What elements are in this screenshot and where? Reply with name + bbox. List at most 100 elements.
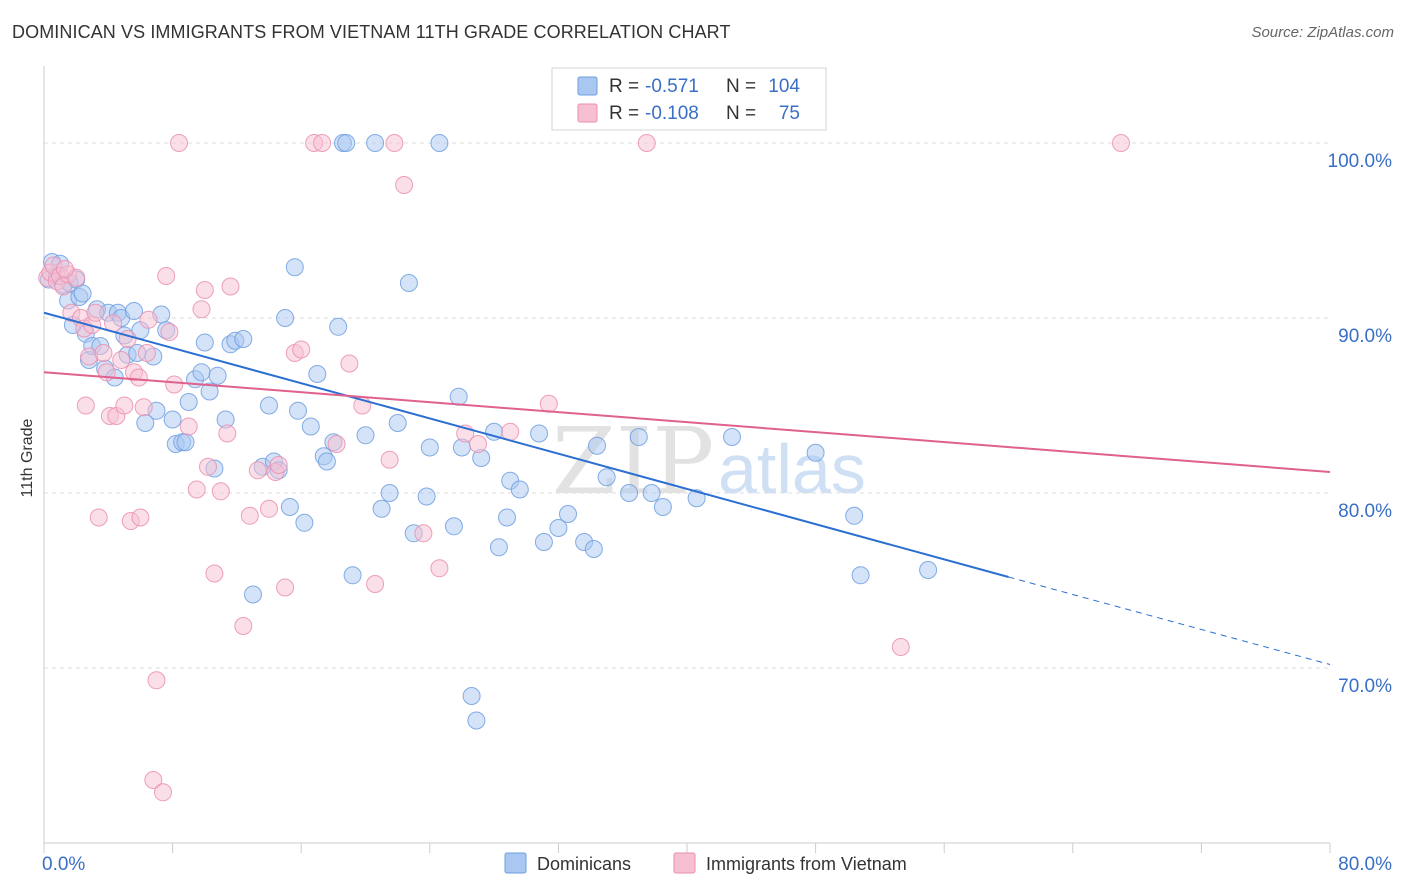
vietnam-point xyxy=(260,499,278,518)
vietnam-point xyxy=(129,368,148,387)
vietnam-point xyxy=(240,506,259,525)
vietnam-point xyxy=(195,281,214,299)
dominican-point xyxy=(449,387,468,406)
dominican-point xyxy=(530,424,549,443)
dominican-point xyxy=(200,382,219,401)
vietnam-point xyxy=(147,671,166,690)
vietnam-point xyxy=(414,524,433,543)
dominican-point xyxy=(317,452,336,471)
vietnam-point xyxy=(380,450,399,469)
dominicans-trend-line xyxy=(43,311,1009,578)
stats-r-label-2: R = xyxy=(609,103,639,124)
vietnam-point xyxy=(154,783,172,802)
vietnam-point xyxy=(187,480,206,499)
dominican-point xyxy=(289,401,307,420)
dominican-point xyxy=(372,499,391,518)
vietnam-point xyxy=(292,340,311,359)
vietnam-point xyxy=(248,461,267,480)
dominican-point xyxy=(192,363,211,382)
vietnam-point xyxy=(134,398,153,417)
vietnam-point xyxy=(115,396,134,415)
dominican-point xyxy=(356,426,375,445)
vietnam-point xyxy=(131,508,150,527)
legend-swatch-vietnam xyxy=(673,852,696,874)
stats-swatch-vietnam xyxy=(577,103,598,123)
vietnam-point xyxy=(221,277,240,296)
dominican-point xyxy=(467,711,486,730)
dominican-point xyxy=(510,480,529,499)
dominican-point xyxy=(176,433,195,452)
dominican-point xyxy=(399,274,418,292)
tick-labels: 100.0% 90.0% 80.0% 70.0% 0.0% 80.0% xyxy=(42,151,1392,875)
vietnam-point xyxy=(211,482,230,501)
stats-n-value-2: 75 xyxy=(779,103,800,124)
vietnam-point xyxy=(539,394,558,413)
vietnam-point xyxy=(165,375,184,394)
stats-legend-box xyxy=(551,67,827,131)
dominican-point xyxy=(444,517,463,536)
dominican-point xyxy=(687,489,706,508)
vietnam-point xyxy=(340,354,359,373)
vietnam-point xyxy=(144,771,163,789)
vietnam-point xyxy=(395,176,414,194)
dominican-point xyxy=(308,365,327,383)
vietnam-point xyxy=(170,134,188,152)
chart-title: DOMINICAN VS IMMIGRANTS FROM VIETNAM 11T… xyxy=(12,22,731,42)
y-axis-label: 11th Grade xyxy=(19,418,36,497)
dominican-point xyxy=(597,468,616,487)
stats-n-label-1: N = xyxy=(726,76,756,97)
y-tick-label: 90.0% xyxy=(1338,326,1392,347)
dominican-point xyxy=(125,302,143,320)
dominican-point xyxy=(642,484,661,502)
dominicans-trend-extension xyxy=(1008,576,1331,665)
dominican-point xyxy=(723,428,741,446)
dominican-point xyxy=(163,410,182,429)
dominicans-points xyxy=(39,134,938,730)
dominican-point xyxy=(462,687,481,705)
vietnam-point xyxy=(94,344,113,362)
dominican-point xyxy=(417,487,436,506)
dominican-point xyxy=(420,438,439,457)
vietnam-point xyxy=(327,435,346,453)
dominican-point xyxy=(588,436,606,455)
vietnam-point xyxy=(89,508,108,527)
dominican-point xyxy=(276,309,295,327)
vietnam-point xyxy=(192,300,211,319)
dominican-point xyxy=(179,393,198,411)
vietnam-point xyxy=(139,310,158,329)
vietnam-point xyxy=(160,323,179,341)
vietnam-point xyxy=(179,417,198,436)
vietnam-point xyxy=(637,134,656,152)
series-legend: Dominicans Immigrants from Vietnam xyxy=(504,852,907,874)
dominican-point xyxy=(244,585,262,604)
vietnam-point xyxy=(218,424,237,443)
legend-label-vietnam: Immigrants from Vietnam xyxy=(706,854,907,874)
dominican-point xyxy=(343,566,362,585)
vietnam-point xyxy=(234,617,253,635)
chart-source: Source: ZipAtlas.com xyxy=(1251,24,1394,41)
dominican-point xyxy=(366,134,385,152)
dominican-point xyxy=(498,508,516,527)
vietnam-trend-line xyxy=(43,371,1331,473)
legend-swatch-dominicans xyxy=(504,852,527,874)
dominican-point xyxy=(260,396,278,415)
dominican-point xyxy=(285,258,304,277)
vietnam-point xyxy=(86,303,105,322)
watermark-atlas: atlas xyxy=(718,430,866,508)
dominican-point xyxy=(806,443,825,462)
dominican-point xyxy=(845,506,864,525)
dominican-point xyxy=(329,317,348,336)
vietnam-point xyxy=(430,559,449,578)
stats-n-value-1: 104 xyxy=(768,76,800,97)
dominican-point xyxy=(629,428,648,446)
vietnam-point xyxy=(313,134,332,152)
vietnam-point xyxy=(137,344,156,362)
dominican-point xyxy=(559,505,577,523)
stats-r-label-1: R = xyxy=(609,76,639,97)
y-tick-label: 100.0% xyxy=(1328,151,1393,172)
vietnam-point xyxy=(76,396,95,415)
vietnam-point xyxy=(501,422,520,441)
legend-label-dominicans: Dominicans xyxy=(537,854,631,874)
dominican-point xyxy=(295,513,314,532)
